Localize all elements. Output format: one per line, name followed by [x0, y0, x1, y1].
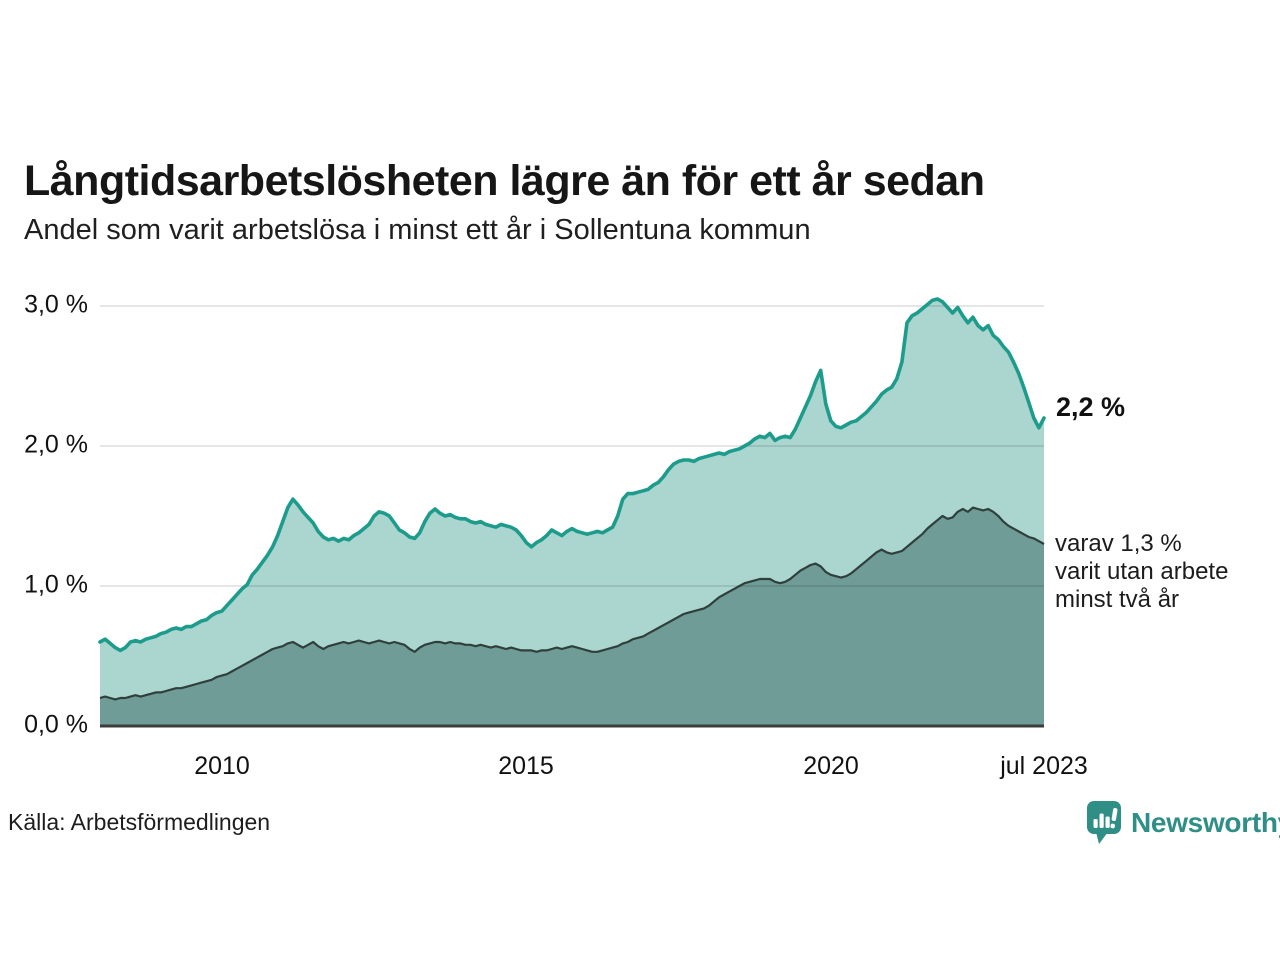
x-tick-label: 2020: [803, 752, 859, 780]
breakdown-annotation: varav 1,3 % varit utan arbete minst två …: [1055, 530, 1229, 613]
y-tick-label: 0,0 %: [24, 710, 88, 739]
end-value-label: 2,2 %: [1056, 392, 1126, 422]
y-tick-label: 3,0 %: [24, 290, 88, 319]
line-two-years: [99, 506, 1045, 701]
newsworthy-logo-text: Newsworthy: [1131, 807, 1280, 838]
chart-subtitle: Andel som varit arbetslösa i minst ett å…: [24, 214, 811, 246]
x-tick-label: jul 2023: [1000, 752, 1088, 780]
area-chart: [98, 297, 1046, 728]
source-attribution: Källa: Arbetsförmedlingen: [8, 809, 271, 835]
area-two-years: [100, 507, 1044, 726]
x-tick-label: 2010: [194, 752, 250, 780]
newsworthy-logo-icon: [1087, 801, 1121, 844]
y-tick-label: 2,0 %: [24, 430, 88, 459]
page-title: Långtidsarbetslösheten lägre än för ett …: [24, 156, 985, 205]
y-tick-label: 1,0 %: [24, 570, 88, 599]
x-tick-label: 2015: [498, 752, 554, 780]
line-total: [98, 297, 1046, 653]
newsworthy-logo: Newsworthy: [1086, 800, 1280, 846]
